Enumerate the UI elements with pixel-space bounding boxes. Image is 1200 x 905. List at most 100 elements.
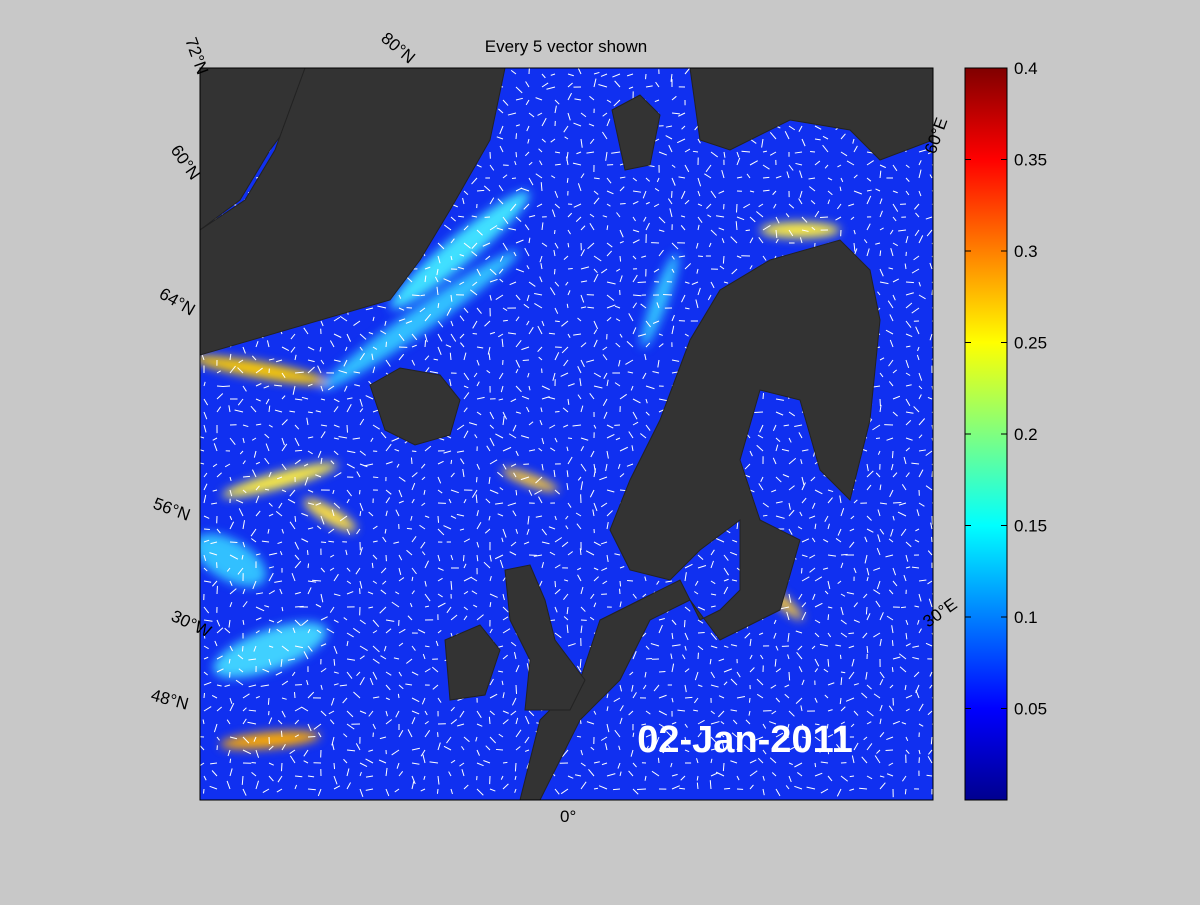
vector [243,476,250,477]
vector [252,762,256,763]
map-label: 0° [560,807,576,826]
vector [503,762,507,763]
map-label: 48°N [149,686,191,714]
map-label: 72°N [181,35,212,77]
map-label: 60°N [167,141,204,183]
vector [789,672,790,680]
vector [407,528,412,529]
colorbar [965,68,1007,800]
vector [496,749,503,750]
vector [567,178,568,183]
colorbar-tick-label: 0.15 [1014,517,1047,536]
vector [555,581,556,587]
colorbar-tick-label: 0.3 [1014,242,1038,261]
vector [840,655,841,659]
title: Every 5 vector shown [485,37,648,56]
vector [503,320,508,321]
vector [866,607,867,614]
vector [685,697,692,698]
vector [820,217,828,218]
vector [594,788,598,789]
vector [848,633,854,634]
map-label: 64°N [156,284,198,319]
vector [425,340,426,347]
vector [295,450,302,451]
vector [633,295,641,296]
vector [620,581,621,586]
vector [698,256,703,257]
vector [637,789,646,790]
vector [892,667,893,672]
vector [307,550,308,555]
vector [684,620,685,627]
vector [892,451,893,458]
vector [230,542,237,543]
vector [568,268,573,269]
vector [334,659,335,666]
vector [223,386,230,387]
vector [421,295,425,296]
vector [892,640,893,646]
map-label: 80°N [377,29,418,68]
vector [927,775,932,776]
vector [931,737,932,744]
vector [627,580,633,581]
vector [905,789,906,794]
vector [568,438,572,439]
vector [659,671,665,672]
vector [932,290,933,295]
vector [398,694,399,698]
vector [450,353,451,360]
vector [763,393,764,399]
vector [723,256,724,264]
vector [321,542,326,543]
colorbar-tick-label: 0.4 [1014,59,1038,78]
vector [594,178,600,179]
vector [281,731,282,737]
colorbar-tick-label: 0.35 [1014,151,1047,170]
map-label: 56°N [151,494,193,525]
vector [723,763,724,771]
date-label: 02-Jan-2011 [637,719,853,761]
vector [850,776,854,777]
vector [763,177,769,178]
vector [749,698,750,703]
vector [412,295,420,296]
vector [746,230,750,231]
vector [477,190,484,191]
vector [516,152,517,157]
vector [587,307,594,308]
vector [724,788,730,789]
colorbar-tick-label: 0.05 [1014,700,1047,719]
vector [230,759,231,763]
vector [693,151,698,152]
vector [373,477,378,478]
vector [463,555,464,561]
vector [268,698,269,705]
vector [901,607,906,608]
vector [437,789,438,794]
colorbar-tick-label: 0.2 [1014,425,1038,444]
vector [334,763,335,769]
vector [932,471,933,477]
map [185,67,940,800]
vector [577,736,581,737]
vector [613,789,620,790]
vector [281,763,282,771]
vector [828,614,829,620]
vector [876,438,880,439]
vector [815,763,816,767]
vector [438,516,439,523]
vector [516,685,517,694]
vector [451,460,452,464]
vector [411,458,412,464]
vector [810,151,815,152]
colorbar-tick-label: 0.1 [1014,608,1038,627]
colorbar-tick-label: 0.25 [1014,334,1047,353]
vector [880,250,881,256]
vector [515,763,516,771]
vector [489,717,490,724]
vector [620,203,626,204]
vector [308,563,309,568]
